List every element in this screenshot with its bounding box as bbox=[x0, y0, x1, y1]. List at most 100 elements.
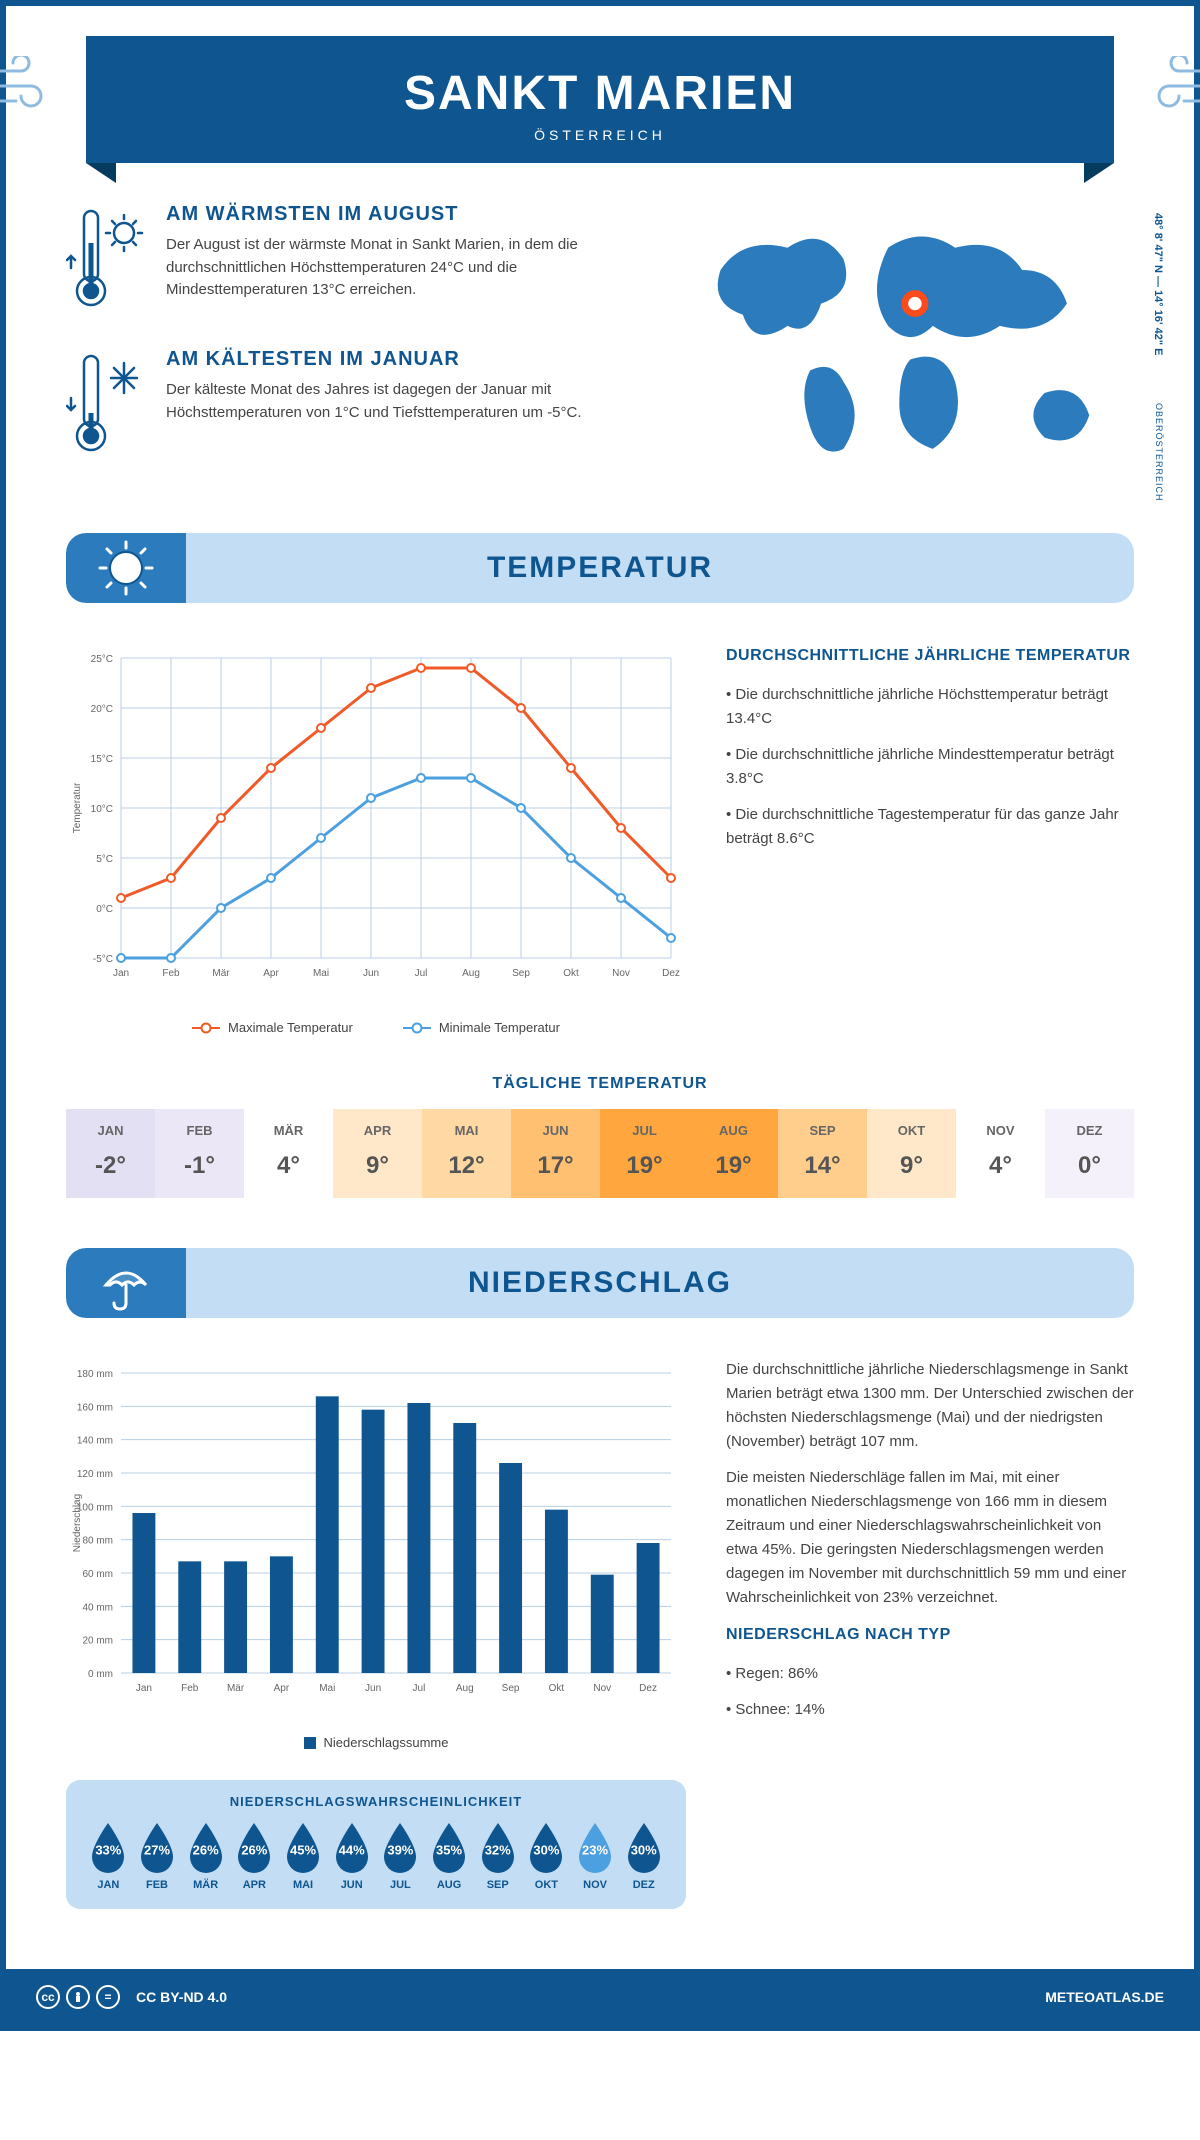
daily-temp-cell: NOV4° bbox=[956, 1109, 1045, 1198]
precip-type-bullet: • Regen: 86% bbox=[726, 1662, 1134, 1686]
drop-value: 45% bbox=[290, 1842, 316, 1857]
thermometer-cold-icon bbox=[66, 348, 146, 458]
warmest-heading: AM WÄRMSTEN IM AUGUST bbox=[166, 203, 647, 226]
month-label: NOV bbox=[960, 1123, 1041, 1138]
svg-text:Mär: Mär bbox=[212, 968, 230, 979]
temp-side-heading: DURCHSCHNITTLICHE JÄHRLICHE TEMPERATUR bbox=[726, 643, 1134, 669]
svg-text:20 mm: 20 mm bbox=[82, 1636, 113, 1647]
warmest-text: Der August ist der wärmste Monat in Sank… bbox=[166, 234, 647, 302]
precip-drop: 30%OKT bbox=[522, 1821, 571, 1891]
intro-section: AM WÄRMSTEN IM AUGUST Der August ist der… bbox=[66, 203, 1134, 493]
svg-text:Jan: Jan bbox=[113, 968, 129, 979]
temp-chart-legend: Maximale TemperaturMinimale Temperatur bbox=[66, 1020, 686, 1035]
precip-type-bullets: • Regen: 86% • Schnee: 14% bbox=[726, 1662, 1134, 1722]
svg-text:Apr: Apr bbox=[274, 1683, 290, 1694]
svg-text:Feb: Feb bbox=[162, 968, 180, 979]
drop-month: JUL bbox=[376, 1879, 425, 1891]
svg-text:5°C: 5°C bbox=[96, 854, 113, 865]
thermometer-hot-icon bbox=[66, 203, 146, 313]
drop-value: 32% bbox=[485, 1842, 511, 1857]
svg-text:Jun: Jun bbox=[363, 968, 379, 979]
drop-month: DEZ bbox=[619, 1879, 668, 1891]
precip-drop: 26%APR bbox=[230, 1821, 279, 1891]
drop-month: MAI bbox=[279, 1879, 328, 1891]
precip-prob-heading: NIEDERSCHLAGSWAHRSCHEINLICHKEIT bbox=[84, 1794, 668, 1809]
site-label: METEOATLAS.DE bbox=[1045, 1989, 1164, 2005]
temp-bullet: • Die durchschnittliche Tagestemperatur … bbox=[726, 803, 1134, 851]
svg-text:Jul: Jul bbox=[413, 1683, 426, 1694]
daily-temp-cell: MAI 12° bbox=[422, 1109, 511, 1198]
precip-drop: 35% AUG bbox=[425, 1821, 474, 1891]
svg-text:Mai: Mai bbox=[313, 968, 329, 979]
month-value: 9° bbox=[337, 1152, 418, 1180]
nd-icon: = bbox=[96, 1985, 120, 2009]
daily-temp-cell: APR9° bbox=[333, 1109, 422, 1198]
world-map-icon bbox=[687, 203, 1134, 482]
month-label: SEP bbox=[782, 1123, 863, 1138]
drop-value: 23% bbox=[582, 1842, 608, 1857]
section-header-temperature: TEMPERATUR bbox=[66, 533, 1134, 603]
precip-type-bullet: • Schnee: 14% bbox=[726, 1698, 1134, 1722]
precip-chart-legend: Niederschlagssumme bbox=[66, 1735, 686, 1750]
svg-text:Niederschlag: Niederschlag bbox=[72, 1494, 83, 1552]
precip-type-heading: NIEDERSCHLAG NACH TYP bbox=[726, 1622, 1134, 1648]
svg-text:15°C: 15°C bbox=[91, 754, 113, 765]
svg-text:-5°C: -5°C bbox=[93, 954, 113, 965]
svg-text:Aug: Aug bbox=[456, 1683, 474, 1694]
svg-text:0 mm: 0 mm bbox=[88, 1669, 113, 1680]
section-header-precipitation: NIEDERSCHLAG bbox=[66, 1248, 1134, 1318]
svg-text:120 mm: 120 mm bbox=[77, 1469, 113, 1480]
wind-icon-left bbox=[0, 56, 66, 116]
month-value: -2° bbox=[70, 1152, 151, 1180]
daily-temp-cell: OKT9° bbox=[867, 1109, 956, 1198]
month-value: 14° bbox=[782, 1152, 863, 1180]
drop-month: AUG bbox=[425, 1879, 474, 1891]
precip-drop: 44%JUN bbox=[327, 1821, 376, 1891]
month-label: JAN bbox=[70, 1123, 151, 1138]
svg-text:80 mm: 80 mm bbox=[82, 1536, 113, 1547]
temperature-heading: TEMPERATUR bbox=[86, 551, 1114, 585]
svg-text:Nov: Nov bbox=[612, 968, 630, 979]
month-label: FEB bbox=[159, 1123, 240, 1138]
month-label: OKT bbox=[871, 1123, 952, 1138]
drop-month: NOV bbox=[571, 1879, 620, 1891]
temperature-line-chart: -5°C0°C5°C10°C15°C20°C25°CJanFebMärAprMa… bbox=[66, 643, 686, 1003]
region-label: OBERÖSTERREICH bbox=[1154, 403, 1164, 502]
svg-text:Okt: Okt bbox=[563, 968, 579, 979]
precipitation-bar-chart: 0 mm20 mm40 mm60 mm80 mm100 mm120 mm140 … bbox=[66, 1358, 686, 1718]
svg-text:Nov: Nov bbox=[593, 1683, 611, 1694]
svg-text:180 mm: 180 mm bbox=[77, 1369, 113, 1380]
daily-temp-cell: AUG19° bbox=[689, 1109, 778, 1198]
drop-value: 30% bbox=[631, 1842, 657, 1857]
precip-drop: 27%FEB bbox=[133, 1821, 182, 1891]
svg-text:25°C: 25°C bbox=[91, 654, 113, 665]
month-value: 0° bbox=[1049, 1152, 1130, 1180]
svg-text:Jun: Jun bbox=[365, 1683, 381, 1694]
month-label: MAI bbox=[426, 1123, 507, 1138]
month-value: 17° bbox=[515, 1152, 596, 1180]
drop-value: 26% bbox=[241, 1842, 267, 1857]
temp-bullet: • Die durchschnittliche jährliche Mindes… bbox=[726, 743, 1134, 791]
svg-text:Sep: Sep bbox=[502, 1683, 520, 1694]
coldest-heading: AM KÄLTESTEN IM JANUAR bbox=[166, 348, 647, 371]
drop-value: 33% bbox=[95, 1842, 121, 1857]
month-value: 12° bbox=[426, 1152, 507, 1180]
drop-month: JUN bbox=[327, 1879, 376, 1891]
svg-text:0°C: 0°C bbox=[96, 904, 113, 915]
svg-text:Mai: Mai bbox=[319, 1683, 335, 1694]
daily-temp-cell: DEZ0° bbox=[1045, 1109, 1134, 1198]
drop-value: 35% bbox=[436, 1842, 462, 1857]
license-block: cc = CC BY-ND 4.0 bbox=[36, 1985, 227, 2009]
svg-text:40 mm: 40 mm bbox=[82, 1602, 113, 1613]
sun-icon bbox=[96, 538, 156, 598]
temp-bullet: • Die durchschnittliche jährliche Höchst… bbox=[726, 683, 1134, 731]
drop-value: 39% bbox=[387, 1842, 413, 1857]
svg-text:Sep: Sep bbox=[512, 968, 530, 979]
precip-drop: 33%JAN bbox=[84, 1821, 133, 1891]
precip-text-1: Die durchschnittliche jährliche Niedersc… bbox=[726, 1358, 1134, 1454]
month-label: AUG bbox=[693, 1123, 774, 1138]
coldest-text: Der kälteste Monat des Jahres ist dagege… bbox=[166, 379, 647, 424]
daily-temp-cell: MÄR4° bbox=[244, 1109, 333, 1198]
svg-text:Aug: Aug bbox=[462, 968, 480, 979]
svg-text:Dez: Dez bbox=[662, 968, 680, 979]
